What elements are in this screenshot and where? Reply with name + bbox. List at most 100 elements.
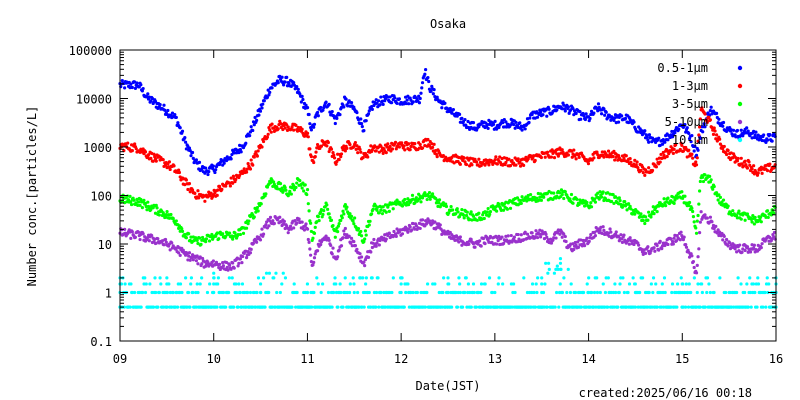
data-point [295,181,299,185]
data-point [710,220,714,224]
data-point [578,110,582,114]
data-point [739,128,743,132]
data-point [687,131,691,136]
data-point [221,290,226,295]
data-point [663,290,667,295]
data-point [399,290,403,295]
data-point [577,155,581,159]
x-tick-label: 09 [113,352,127,366]
data-point [313,225,317,229]
data-point [676,282,680,286]
data-point [191,290,195,295]
data-point [352,239,356,244]
data-point [346,104,350,108]
data-point [645,135,649,139]
data-point [582,114,586,118]
data-point [209,191,213,195]
data-point [123,227,127,232]
data-point [319,144,324,148]
data-point [200,256,205,261]
data-point [569,192,574,197]
data-point [549,155,554,159]
data-point [327,149,331,154]
data-point [231,174,236,178]
data-point [606,305,610,309]
data-point [208,282,212,286]
data-point [698,220,702,224]
data-point [646,218,650,222]
data-point [174,219,178,223]
data-point [180,229,185,233]
data-point [221,264,226,268]
data-point [136,230,141,234]
data-point [200,262,204,266]
data-point [384,237,388,241]
data-point [641,276,645,280]
data-point [585,236,589,240]
data-point [352,222,356,226]
data-point [505,207,510,211]
data-point [572,148,576,152]
data-point [173,113,177,117]
data-point [766,215,770,220]
data-point [180,227,184,231]
data-point [308,122,312,126]
data-point [393,96,397,100]
data-point [761,305,765,309]
data-point [312,260,316,265]
data-point [653,249,657,253]
data-point [579,305,583,309]
data-point [158,276,162,280]
data-point [539,110,543,114]
data-point [438,223,442,227]
data-point [285,84,290,88]
data-point [264,271,269,275]
data-point [528,193,533,197]
data-point [651,290,655,295]
data-point [256,209,260,213]
data-point [770,139,774,143]
data-point [638,290,642,295]
data-point [680,305,684,309]
data-point [462,216,466,220]
data-point [700,290,704,295]
data-point [384,151,388,155]
data-point [629,207,633,211]
data-point [212,290,216,295]
data-point [698,136,702,140]
data-point [748,250,753,254]
data-point [701,175,705,179]
data-point [143,150,148,154]
data-point [220,187,224,191]
data-point [487,276,492,280]
data-point [411,290,415,295]
data-point [460,243,464,247]
data-point [151,305,156,309]
data-point [764,215,768,219]
data-point [608,192,612,196]
data-point [616,120,621,124]
data-point [694,163,699,167]
data-point [555,147,560,151]
data-point [430,145,435,149]
data-point [144,282,148,286]
data-point [749,305,753,309]
data-point [362,260,366,264]
data-point [397,97,401,101]
data-point [252,123,256,127]
data-point [698,179,702,184]
data-point [708,174,712,178]
data-point [547,267,551,271]
data-point [493,119,497,123]
data-point [301,97,305,102]
data-point [601,282,605,286]
data-point [639,212,643,216]
data-point [332,153,336,157]
data-point [193,191,197,195]
data-point [326,140,330,145]
data-point [545,114,549,118]
data-point [333,121,337,126]
data-point [255,154,259,158]
data-point [264,192,268,196]
data-point [230,152,234,157]
